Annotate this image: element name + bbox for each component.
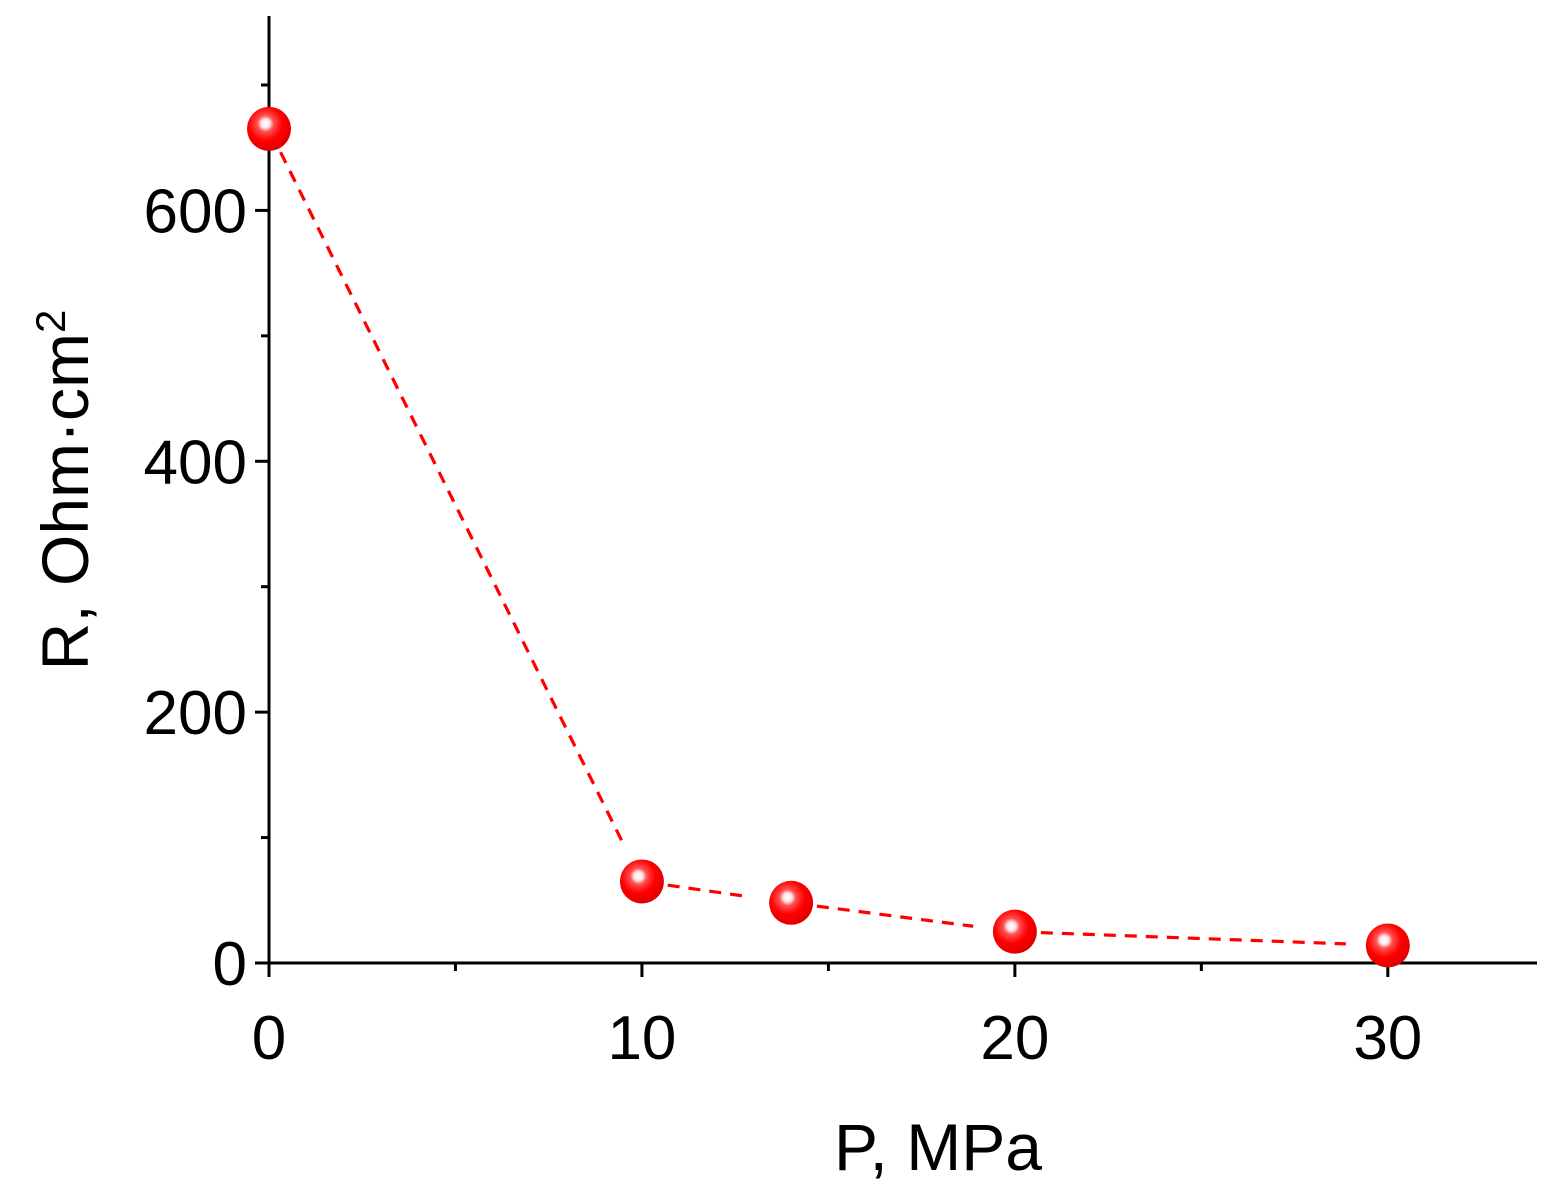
- series-line-segment: [279, 151, 625, 845]
- y-axis-ticks: 0 200 400 600: [144, 83, 269, 999]
- axes: [267, 16, 1537, 965]
- x-tick-label: 0: [252, 1004, 286, 1073]
- series-line-segment: [816, 904, 974, 928]
- series-line-segment: [667, 883, 750, 899]
- y-tick-label: 0: [213, 930, 247, 999]
- data-point: [247, 106, 291, 151]
- y-axis-title: R, Ohm·cm2: [27, 310, 103, 671]
- x-tick-label: 30: [1353, 1004, 1422, 1073]
- y-tick-label: 200: [144, 679, 247, 748]
- series-line-segment: [1040, 931, 1346, 946]
- data-point: [1365, 923, 1410, 968]
- data-point: [992, 909, 1037, 954]
- x-axis-ticks: 0 10 20 30: [252, 963, 1422, 1073]
- x-axis-title: P, MPa: [834, 1110, 1042, 1184]
- data-point: [619, 859, 664, 904]
- data-point: [769, 880, 814, 925]
- y-tick-label: 600: [144, 177, 247, 246]
- series-layer: [247, 106, 1410, 968]
- y-axis-title-superscript: 2: [27, 310, 74, 333]
- y-tick-label: 400: [144, 428, 247, 497]
- x-tick-label: 10: [607, 1004, 676, 1073]
- y-axis-title-main: R, Ohm·cm: [28, 333, 102, 670]
- x-tick-label: 20: [980, 1004, 1049, 1073]
